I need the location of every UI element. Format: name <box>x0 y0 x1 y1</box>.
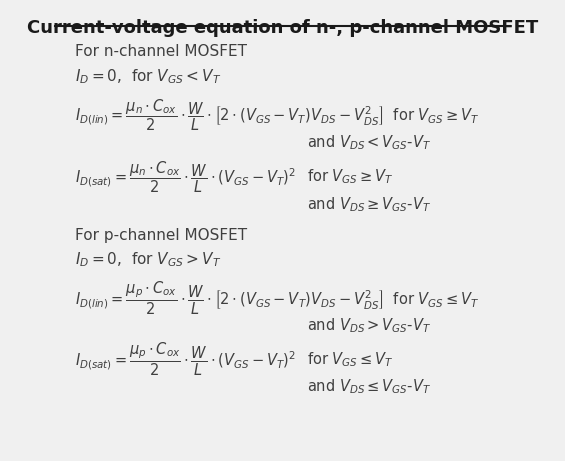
Text: and $V_{DS} < V_{GS}$-$V_T$: and $V_{DS} < V_{GS}$-$V_T$ <box>307 133 431 152</box>
Text: $I_{D(sat)} = \dfrac{\mu_p \cdot C_{ox}}{2} \cdot \dfrac{W}{L} \cdot (V_{GS}-V_T: $I_{D(sat)} = \dfrac{\mu_p \cdot C_{ox}}… <box>75 341 296 378</box>
Text: $I_D = 0$,  for $V_{GS} < V_T$: $I_D = 0$, for $V_{GS} < V_T$ <box>75 67 221 86</box>
Text: and $V_{DS} > V_{GS}$-$V_T$: and $V_{DS} > V_{GS}$-$V_T$ <box>307 316 431 335</box>
Text: $I_{D(lin)} = \dfrac{\mu_n \cdot C_{ox}}{2} \cdot \dfrac{W}{L} \cdot \left[2 \cd: $I_{D(lin)} = \dfrac{\mu_n \cdot C_{ox}}… <box>75 97 479 133</box>
Text: For p-channel MOSFET: For p-channel MOSFET <box>75 228 247 242</box>
Text: $I_{D(sat)} = \dfrac{\mu_n \cdot C_{ox}}{2} \cdot \dfrac{W}{L} \cdot (V_{GS}-V_T: $I_{D(sat)} = \dfrac{\mu_n \cdot C_{ox}}… <box>75 160 295 195</box>
Text: Current-voltage equation of n-, p-channel MOSFET: Current-voltage equation of n-, p-channe… <box>27 18 538 37</box>
Text: and $V_{DS} \leq V_{GS}$-$V_T$: and $V_{DS} \leq V_{GS}$-$V_T$ <box>307 377 431 396</box>
Text: For n-channel MOSFET: For n-channel MOSFET <box>75 44 247 59</box>
Text: $I_D = 0$,  for $V_{GS} > V_T$: $I_D = 0$, for $V_{GS} > V_T$ <box>75 251 221 269</box>
Text: for $V_{GS} \leq V_T$: for $V_{GS} \leq V_T$ <box>307 350 393 369</box>
Text: for $V_{GS} \geq V_T$: for $V_{GS} \geq V_T$ <box>307 168 393 186</box>
Text: $I_{D(lin)} = \dfrac{\mu_p \cdot C_{ox}}{2} \cdot \dfrac{W}{L} \cdot \left[2 \cd: $I_{D(lin)} = \dfrac{\mu_p \cdot C_{ox}}… <box>75 280 479 317</box>
Text: and $V_{DS} \geq V_{GS}$-$V_T$: and $V_{DS} \geq V_{GS}$-$V_T$ <box>307 195 431 213</box>
